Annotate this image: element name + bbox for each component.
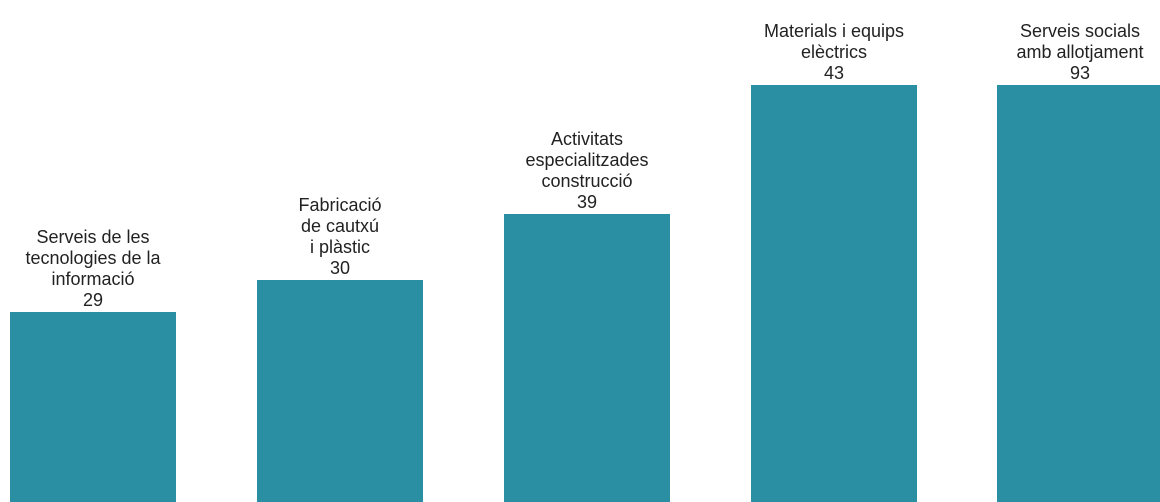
category-label-4: Materials i equips elèctrics <box>764 21 904 62</box>
bar-4 <box>751 85 917 502</box>
value-label-3: 39 <box>577 192 597 212</box>
category-label-line: Serveis socials <box>1020 21 1140 41</box>
bar-2 <box>257 280 423 502</box>
bar-3 <box>504 214 670 502</box>
category-label-line: Serveis de les <box>36 227 149 247</box>
bar-5 <box>997 85 1160 502</box>
category-label-line: de cautxú <box>301 216 379 236</box>
value-label-1: 29 <box>83 290 103 310</box>
category-label-line: construcció <box>541 171 632 191</box>
category-label-5: Serveis socials amb allotjament <box>1016 21 1143 62</box>
bar-1 <box>10 312 176 502</box>
category-label-line: Materials i equips <box>764 21 904 41</box>
labels-group: Serveis de les tecnologies de la informaci… <box>25 21 1143 310</box>
bars-group <box>10 85 1160 502</box>
category-label-3: Activitats especialitzades construcció <box>525 129 648 191</box>
value-label-4: 43 <box>824 63 844 83</box>
category-label-line: informació <box>51 269 134 289</box>
category-label-line: elèctrics <box>801 42 867 62</box>
value-label-5: 93 <box>1070 63 1090 83</box>
category-label-line: Fabricació <box>298 195 381 215</box>
category-label-line: amb allotjament <box>1016 42 1143 62</box>
category-label-line: Activitats <box>551 129 623 149</box>
value-label-2: 30 <box>330 258 350 278</box>
category-label-2: Fabricació de cautxú i plàstic <box>298 195 381 257</box>
category-label-line: tecnologies de la <box>25 248 161 268</box>
category-label-line: i plàstic <box>310 237 370 257</box>
category-label-1: Serveis de les tecnologies de la informaci… <box>25 227 161 289</box>
category-label-line: especialitzades <box>525 150 648 170</box>
